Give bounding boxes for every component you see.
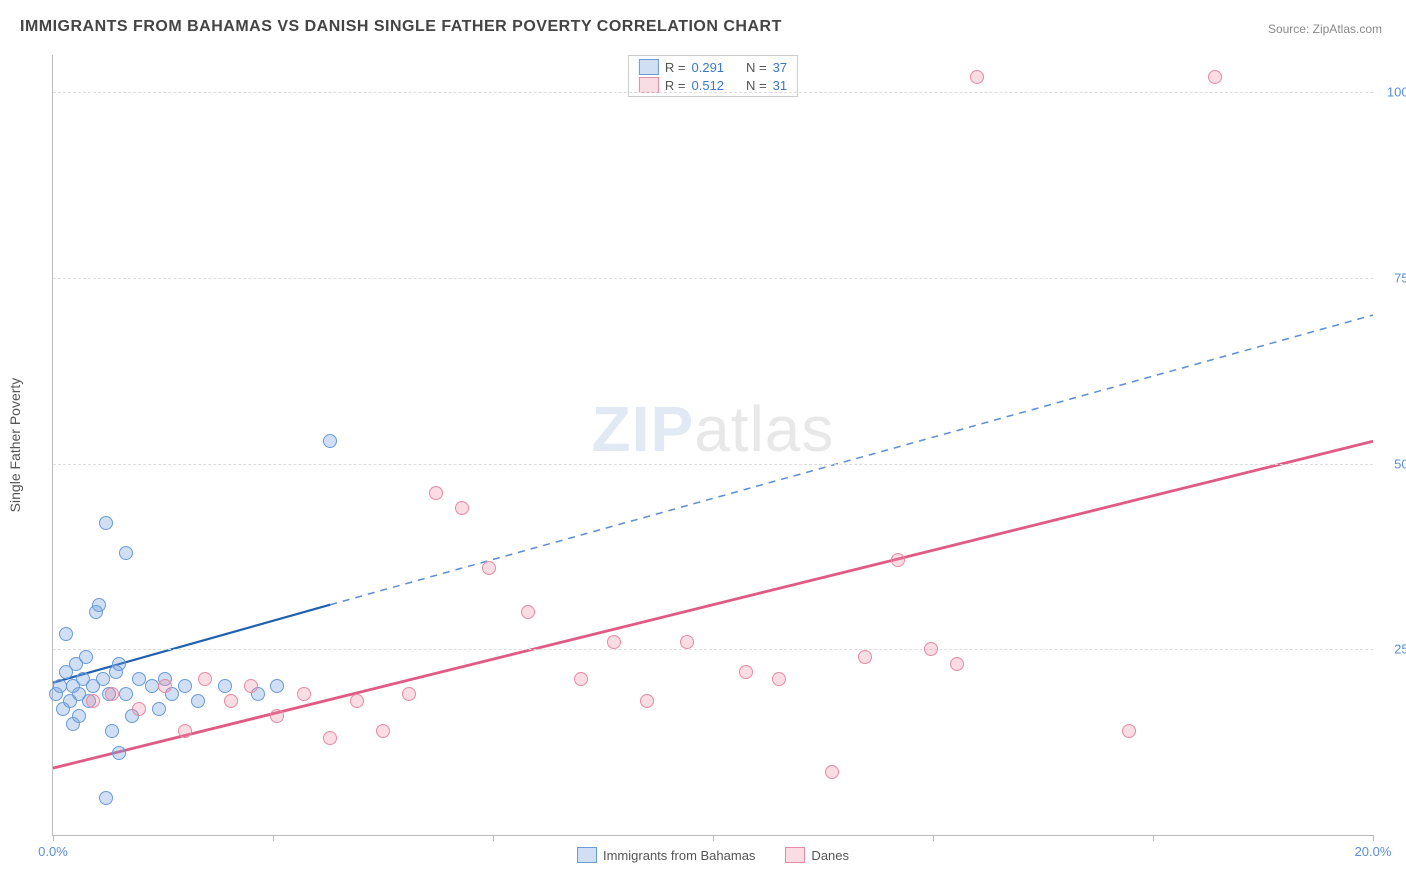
data-point-danes — [891, 553, 905, 567]
source-label: Source: — [1268, 22, 1309, 36]
data-point-bahamas — [323, 434, 337, 448]
data-point-danes — [640, 694, 654, 708]
legend-swatch-bahamas — [577, 847, 597, 863]
data-point-danes — [224, 694, 238, 708]
x-tick-mark — [1373, 835, 1374, 841]
gridline — [53, 464, 1373, 465]
data-point-danes — [198, 672, 212, 686]
data-point-danes — [521, 605, 535, 619]
r-label: R = — [665, 60, 686, 75]
legend-label: Immigrants from Bahamas — [603, 848, 755, 863]
r-label: R = — [665, 78, 686, 93]
legend-stat-row-bahamas: R = 0.291 N = 37 — [629, 58, 797, 76]
data-point-bahamas — [270, 679, 284, 693]
data-point-danes — [86, 694, 100, 708]
y-tick-label: 75.0% — [1381, 270, 1406, 285]
legend-correlation-box: R = 0.291 N = 37 R = 0.512 N = 31 — [628, 55, 798, 97]
gridline — [53, 649, 1373, 650]
data-point-bahamas — [119, 546, 133, 560]
chart-title: IMMIGRANTS FROM BAHAMAS VS DANISH SINGLE… — [20, 18, 782, 36]
data-point-bahamas — [119, 687, 133, 701]
x-tick-mark — [1153, 835, 1154, 841]
n-value: 31 — [773, 78, 787, 93]
data-point-danes — [455, 501, 469, 515]
n-value: 37 — [773, 60, 787, 75]
trend-lines-layer — [53, 55, 1373, 835]
data-point-danes — [350, 694, 364, 708]
data-point-danes — [607, 635, 621, 649]
y-axis-label: Single Father Poverty — [7, 378, 23, 513]
data-point-bahamas — [178, 679, 192, 693]
data-point-danes — [429, 486, 443, 500]
data-point-bahamas — [105, 724, 119, 738]
data-point-danes — [825, 765, 839, 779]
data-point-bahamas — [79, 650, 93, 664]
legend-swatch-bahamas — [639, 59, 659, 75]
source-value: ZipAtlas.com — [1313, 22, 1382, 36]
data-point-danes — [376, 724, 390, 738]
data-point-bahamas — [218, 679, 232, 693]
data-point-danes — [739, 665, 753, 679]
legend-item-bahamas: Immigrants from Bahamas — [577, 847, 755, 863]
r-value: 0.512 — [691, 78, 724, 93]
legend-item-danes: Danes — [785, 847, 849, 863]
x-tick-mark — [53, 835, 54, 841]
data-point-danes — [924, 642, 938, 656]
x-tick-mark — [713, 835, 714, 841]
data-point-bahamas — [99, 791, 113, 805]
data-point-danes — [297, 687, 311, 701]
data-point-bahamas — [152, 702, 166, 716]
data-point-bahamas — [112, 657, 126, 671]
data-point-danes — [244, 679, 258, 693]
legend-swatch-danes — [639, 77, 659, 93]
legend-label: Danes — [811, 848, 849, 863]
data-point-danes — [132, 702, 146, 716]
data-point-danes — [482, 561, 496, 575]
gridline — [53, 92, 1373, 93]
gridline — [53, 278, 1373, 279]
data-point-bahamas — [53, 679, 67, 693]
y-tick-label: 50.0% — [1381, 456, 1406, 471]
data-point-bahamas — [112, 746, 126, 760]
data-point-bahamas — [72, 709, 86, 723]
data-point-bahamas — [96, 672, 110, 686]
data-point-danes — [950, 657, 964, 671]
data-point-danes — [402, 687, 416, 701]
data-point-bahamas — [92, 598, 106, 612]
data-point-bahamas — [132, 672, 146, 686]
data-point-danes — [158, 679, 172, 693]
data-point-danes — [178, 724, 192, 738]
legend-series: Immigrants from Bahamas Danes — [577, 847, 849, 863]
data-point-danes — [858, 650, 872, 664]
data-point-bahamas — [59, 627, 73, 641]
data-point-danes — [105, 687, 119, 701]
trendline-danes — [53, 441, 1373, 768]
data-point-danes — [772, 672, 786, 686]
y-tick-label: 25.0% — [1381, 642, 1406, 657]
data-point-danes — [1208, 70, 1222, 84]
y-tick-label: 100.0% — [1381, 85, 1406, 100]
n-label: N = — [746, 78, 767, 93]
x-tick-label: 20.0% — [1355, 844, 1392, 859]
x-tick-mark — [273, 835, 274, 841]
data-point-danes — [970, 70, 984, 84]
x-tick-label: 0.0% — [38, 844, 68, 859]
data-point-bahamas — [145, 679, 159, 693]
data-point-danes — [1122, 724, 1136, 738]
data-point-danes — [270, 709, 284, 723]
plot-area: Single Father Poverty ZIPatlas R = 0.291… — [52, 55, 1373, 836]
data-point-bahamas — [191, 694, 205, 708]
r-value: 0.291 — [691, 60, 724, 75]
x-tick-mark — [493, 835, 494, 841]
legend-swatch-danes — [785, 847, 805, 863]
data-point-danes — [680, 635, 694, 649]
x-tick-mark — [933, 835, 934, 841]
source-attribution: Source: ZipAtlas.com — [1268, 22, 1382, 36]
data-point-bahamas — [99, 516, 113, 530]
data-point-danes — [574, 672, 588, 686]
n-label: N = — [746, 60, 767, 75]
data-point-danes — [323, 731, 337, 745]
